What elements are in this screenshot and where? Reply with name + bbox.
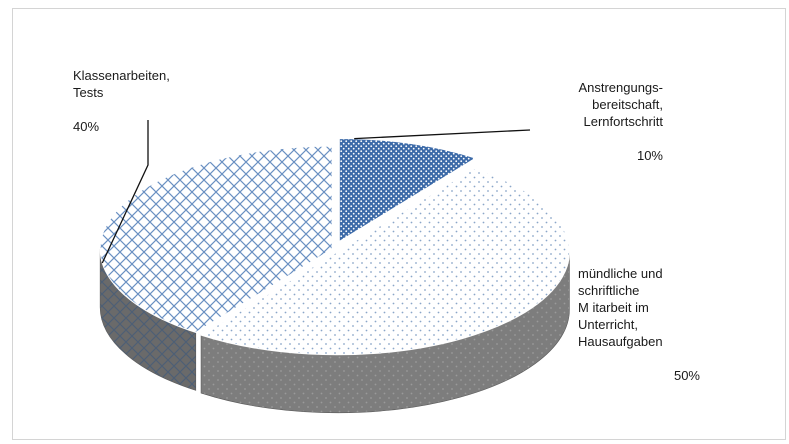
- slice-klassenarbeiten: [99, 145, 333, 333]
- slice-name: Klassenarbeiten, Tests: [73, 68, 170, 100]
- slice-percent: 10%: [636, 148, 663, 163]
- slice-label-anstrengung: Anstrengungs- bereitschaft, Lernfortschr…: [510, 62, 663, 164]
- slice-anstrengung: [338, 137, 477, 243]
- leader-line-anstrengung: [354, 129, 531, 140]
- slice-muendlich: [199, 167, 570, 356]
- slice-label-muendlich: mündliche und schriftliche M itarbeit im…: [578, 248, 718, 401]
- slice-label-klassenarbeiten: Klassenarbeiten, Tests 40%: [73, 50, 223, 135]
- slice-name: Anstrengungs- bereitschaft, Lernfortschr…: [578, 80, 663, 129]
- leader-line-klassenarbeiten: [101, 120, 149, 264]
- slice-name: mündliche und schriftliche M itarbeit im…: [578, 266, 663, 349]
- slice-percent: 40%: [73, 119, 100, 134]
- slice-percent: 50%: [673, 368, 700, 383]
